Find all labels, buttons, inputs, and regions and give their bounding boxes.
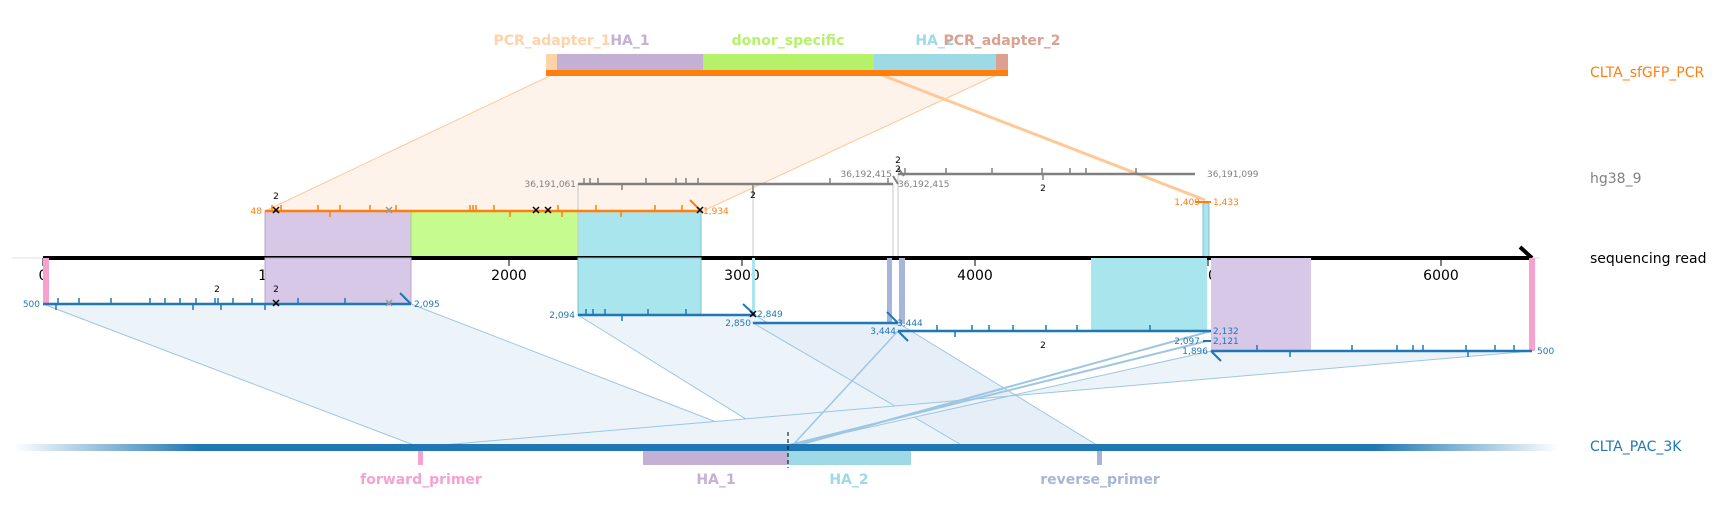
pac-x-marks xyxy=(272,299,757,318)
pcr-feature-adapter-2 xyxy=(996,54,1008,72)
pcr-align-end: 1,934 xyxy=(703,207,729,217)
pcr-feature-ha-1 xyxy=(557,54,703,72)
count-mark-pac-a-2: 2 xyxy=(273,285,279,295)
pac-d-cap xyxy=(897,330,909,342)
block-thin-2849 xyxy=(752,258,755,315)
genome-a-cap xyxy=(892,175,899,185)
pcr-alignment: 48 1,934 2 xyxy=(251,192,729,217)
pac-track-label: CLTA_PAC_3K xyxy=(1590,439,1682,455)
pac-c-end: 3,444 xyxy=(897,319,923,329)
genome-alignments: 36,191,061 36,192,415 36,192,415 36,191,… xyxy=(524,156,1258,201)
pac-d-start: 3,444 xyxy=(870,327,896,337)
pac-mismatch-ticks xyxy=(55,298,1515,357)
count-mark-genome-a: 2 xyxy=(750,191,756,201)
pac-e-start: 2,097 xyxy=(1174,337,1200,347)
read-tick-4000: 4000 xyxy=(957,268,993,284)
pac-projection-e-line xyxy=(780,340,1208,448)
pac-c-start: 2,850 xyxy=(725,319,751,329)
pac-f-cap xyxy=(1210,350,1222,362)
block-ha-2-upper xyxy=(577,210,702,259)
count-mark-pcr: 2 xyxy=(273,192,279,202)
pcr-feature-label-ha-1: HA_1 xyxy=(610,33,649,49)
read-tick-3000: 3000 xyxy=(724,268,760,284)
pac-feature-reverse-primer xyxy=(1097,451,1102,465)
pac-feature-label-ha-1: HA_1 xyxy=(696,472,735,488)
count-mark-genome-c: 2 xyxy=(895,156,901,166)
block-ha-1-lower-right xyxy=(1211,258,1311,351)
pcr-feature-label-donor-specific: donor_specific xyxy=(732,33,845,49)
pac-f-start: 1,896 xyxy=(1182,347,1208,357)
pac-e-end: 2,121 xyxy=(1213,337,1239,347)
pac-feature-label-forward-primer: forward_primer xyxy=(360,472,482,488)
block-donor-upper xyxy=(410,210,579,259)
pac-feature-ha-2 xyxy=(788,451,911,465)
pac-feature-label-reverse-primer: reverse_primer xyxy=(1040,472,1160,488)
pac-a-start: 500 xyxy=(23,300,40,310)
block-reverse-primer-a xyxy=(887,258,892,324)
block-ha-2-lower xyxy=(577,257,702,316)
pac-feature-ha-1 xyxy=(643,451,788,465)
pcr-x-marks xyxy=(272,206,704,214)
pcr-feature-label-ha-2: HA_2 xyxy=(915,33,954,49)
count-mark-genome-b: 2 xyxy=(1040,184,1046,194)
genome-b-cap xyxy=(897,167,905,177)
genome-track-label: hg38_9 xyxy=(1590,171,1641,187)
pac-c-cap-stroke xyxy=(886,311,899,324)
pac-d-end: 2,132 xyxy=(1213,327,1239,337)
pac-backbone xyxy=(14,444,1559,451)
pac-f-end: 500 xyxy=(1537,347,1554,357)
pcr-mismatch-ticks xyxy=(271,205,683,217)
pac-feature-forward-primer xyxy=(418,451,423,465)
count-mark-pac-a: 2 xyxy=(214,285,220,295)
genome-c-alignment: 1,409 1,433 xyxy=(1174,198,1239,208)
pcr-feature-adapter-1 xyxy=(546,54,558,72)
pcr-projection-line xyxy=(873,70,1206,202)
genome-c-end: 1,433 xyxy=(1213,198,1239,208)
pac-alignments: 500 2,095 2,094 2,849 2,850 3,444 3,444 … xyxy=(23,165,1554,362)
read-tick-2000: 2000 xyxy=(491,268,527,284)
pac-track: forward_primer HA_1 HA_2 reverse_primer … xyxy=(14,432,1682,488)
count-mark-genome-d: 2 xyxy=(895,165,901,175)
pac-b-start: 2,094 xyxy=(549,311,575,321)
pcr-feature-label-adapter-2: PCR_adapter_2 xyxy=(943,33,1060,49)
pcr-align-start: 48 xyxy=(251,207,263,217)
block-ha-2-lower-right xyxy=(1091,258,1207,332)
block-forward-primer-left xyxy=(43,258,49,304)
block-ha-1-lower xyxy=(264,257,412,305)
pac-feature-label-ha-2: HA_2 xyxy=(829,472,868,488)
pcr-feature-ha-2 xyxy=(874,54,996,72)
genome-c-start: 1,409 xyxy=(1174,198,1200,208)
genome-mismatch-ticks xyxy=(583,168,1137,196)
pac-a-end: 2,095 xyxy=(414,300,440,310)
pac-a-cap xyxy=(399,292,412,305)
genome-a-end: 36,192,415 xyxy=(898,180,950,190)
pcr-feature-donor-specific xyxy=(703,54,874,72)
read-axis-arrowhead xyxy=(1518,245,1534,260)
block-genome-c xyxy=(1202,202,1210,259)
pcr-backbone xyxy=(546,70,1008,76)
block-ha-1-upper xyxy=(264,210,412,259)
genome-b-end: 36,191,099 xyxy=(1207,170,1259,180)
count-mark-pac-d: 2 xyxy=(1040,341,1046,351)
genome-b-start: 36,192,415 xyxy=(840,170,892,180)
pcr-track: PCR_adapter_1 HA_1 donor_specific HA_2 P… xyxy=(264,33,1704,212)
read-track-label: sequencing read xyxy=(1590,251,1706,267)
pac-projection-d-line-2 xyxy=(790,330,899,448)
block-reverse-primer-b xyxy=(899,258,905,324)
genome-a-start: 36,191,061 xyxy=(524,180,576,190)
pcr-projection xyxy=(264,71,1004,212)
read-tick-6000: 6000 xyxy=(1423,268,1459,284)
pcr-track-label: CLTA_sfGFP_PCR xyxy=(1590,65,1704,81)
pcr-feature-label-adapter-1: PCR_adapter_1 xyxy=(493,33,610,49)
block-forward-primer-right xyxy=(1529,258,1535,351)
below-read-blocks xyxy=(43,257,1535,351)
pac-b-end: 2,849 xyxy=(757,310,783,320)
